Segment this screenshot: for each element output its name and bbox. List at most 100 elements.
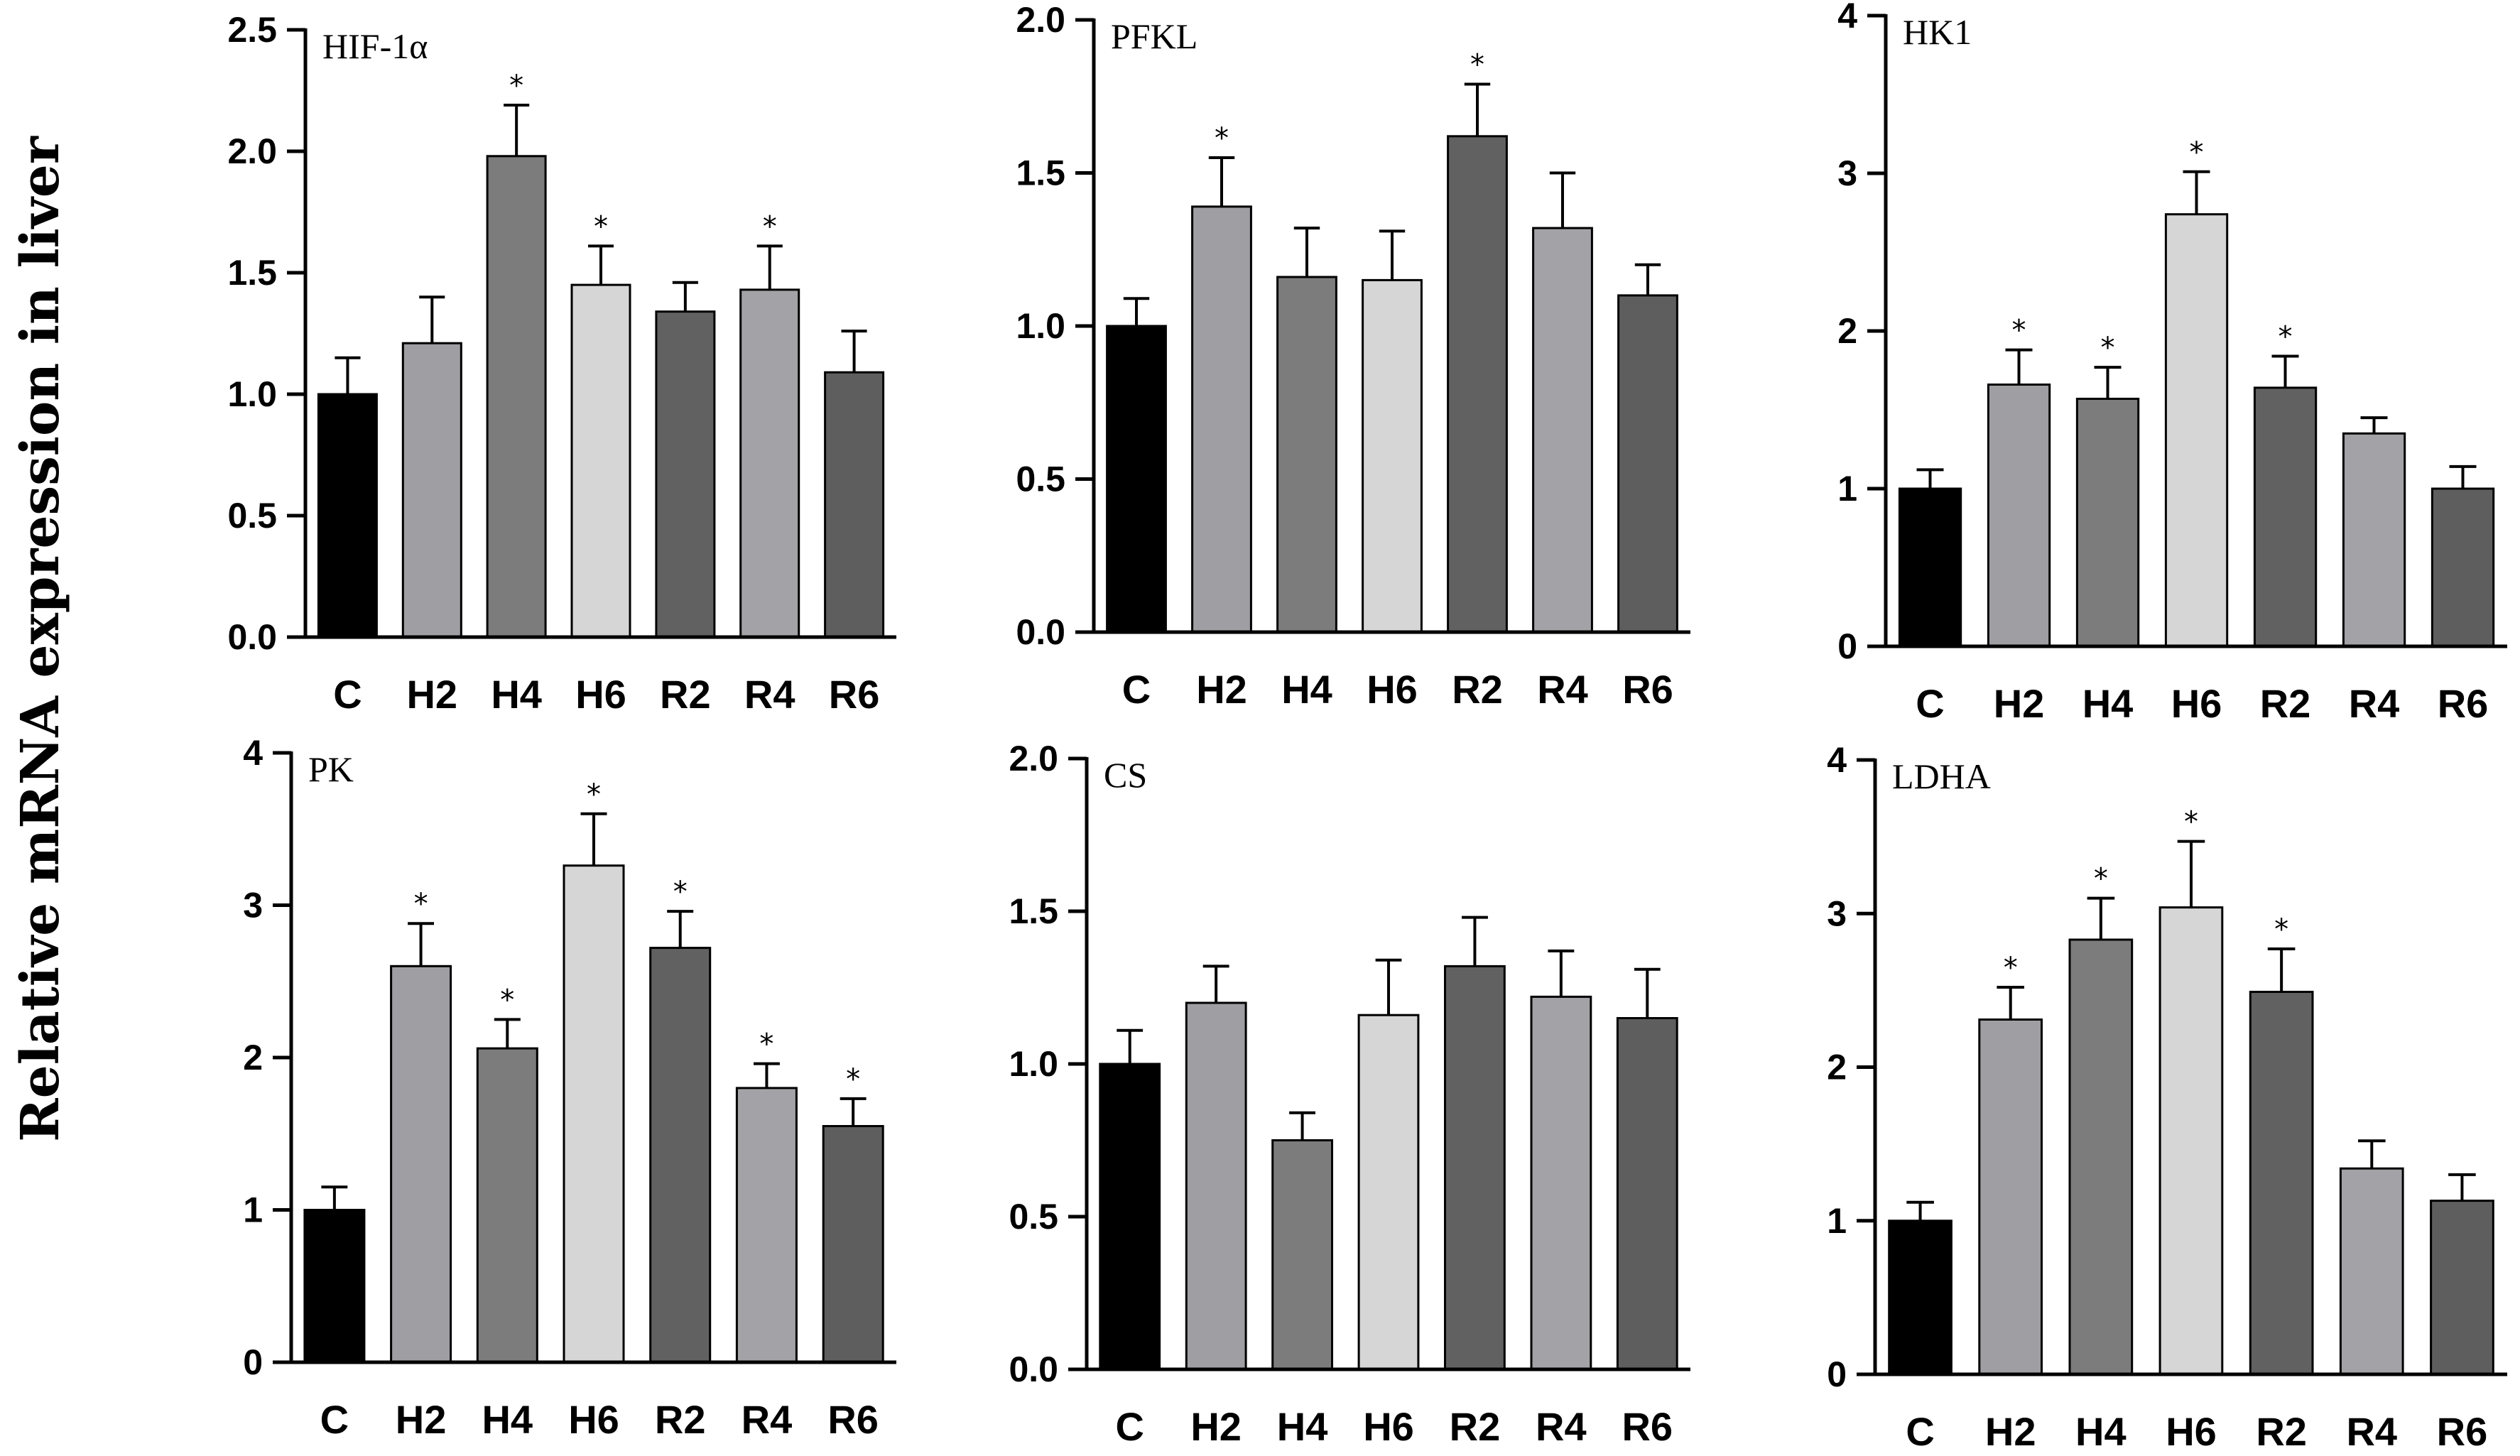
- y-tick-label: 1.5: [1016, 153, 1065, 193]
- x-tick-label: H2: [1190, 1404, 1242, 1449]
- panel-title: LDHA: [1892, 756, 1991, 796]
- x-tick-label: R6: [2438, 681, 2489, 726]
- x-tick-label: H2: [406, 672, 457, 717]
- bar: [476, 1047, 538, 1364]
- x-tick-label: R4: [1536, 1404, 1587, 1449]
- y-tick-label: 0.0: [1009, 1349, 1058, 1389]
- y-tick-label: 2.0: [1016, 0, 1065, 40]
- x-tick-label: R6: [827, 1397, 879, 1442]
- bar: [570, 283, 631, 639]
- significance-star: *: [509, 70, 523, 102]
- y-tick-label: 2.5: [227, 10, 277, 50]
- y-tick-label: 1: [243, 1190, 263, 1230]
- chart-panel: C H2 H4 H6 R2 R4 R6 0.0 0.5 1.0 1.5 2.0 CS: [1009, 739, 1690, 1449]
- bar: [486, 155, 547, 639]
- y-tick-label: 1.0: [227, 374, 277, 414]
- y-tick-label: 3: [1827, 893, 1847, 933]
- significance-star: *: [759, 1028, 773, 1061]
- bar: [1530, 995, 1592, 1371]
- bar: [2253, 386, 2318, 648]
- y-tick-label: 1: [1827, 1201, 1847, 1241]
- x-tick-label: C: [1906, 1409, 1934, 1454]
- bar: [563, 864, 625, 1364]
- y-tick-label: 4: [243, 733, 263, 773]
- x-tick-label: H2: [396, 1397, 447, 1442]
- bar: [401, 342, 462, 639]
- bar: [1276, 276, 1337, 634]
- significance-star: *: [2190, 136, 2204, 169]
- bar: [655, 310, 716, 639]
- x-tick-label: R2: [2260, 681, 2311, 726]
- bar: [1271, 1139, 1333, 1371]
- significance-star: *: [846, 1063, 860, 1096]
- bar: [2249, 991, 2314, 1376]
- bar: [1987, 384, 2051, 648]
- panel-title: PK: [308, 749, 354, 789]
- bar: [1978, 1018, 2043, 1376]
- x-tick-label: H6: [1367, 667, 1418, 712]
- x-tick-label: C: [333, 672, 362, 717]
- bar: [735, 1087, 798, 1364]
- y-tick-label: 1.5: [1009, 891, 1058, 931]
- y-tick-label: 1.5: [227, 253, 277, 293]
- y-tick-label: 0: [1837, 626, 1857, 666]
- bar: [822, 1125, 884, 1364]
- y-tick-label: 2: [1837, 311, 1857, 351]
- bar: [2339, 1167, 2404, 1376]
- y-tick-label: 2.0: [227, 131, 277, 171]
- y-tick-label: 1.0: [1016, 306, 1065, 346]
- y-tick-label: 0: [1827, 1354, 1847, 1394]
- x-tick-label: H2: [1994, 681, 2045, 726]
- x-tick-label: C: [1115, 1404, 1144, 1449]
- bar: [1191, 205, 1252, 634]
- bar: [1616, 1017, 1678, 1371]
- significance-star: *: [1470, 49, 1484, 82]
- significance-star: *: [2184, 806, 2198, 839]
- bar: [2430, 1200, 2494, 1376]
- x-tick-label: H2: [1985, 1409, 2036, 1454]
- chart-panel: C * H2 * H4 * H6 * R2 * R4 * R6 0 1 2 3 4 PK: [243, 733, 896, 1442]
- chart-panels: C H2 * H4 * H6 R2 * R4 R6 0.0 0.5 1.0 1.5 2.0 2.5 HIF-1α…: [227, 0, 2507, 1454]
- bar: [390, 965, 452, 1364]
- bar: [303, 1209, 366, 1364]
- bar: [1185, 1001, 1247, 1371]
- x-tick-label: H6: [1363, 1404, 1414, 1449]
- x-tick-label: R4: [744, 672, 795, 717]
- x-tick-label: R6: [829, 672, 880, 717]
- bar: [1898, 487, 1962, 648]
- y-axis-label: Relative mRNA expression in liver: [10, 136, 71, 1142]
- significance-star: *: [2279, 321, 2293, 354]
- x-tick-label: R4: [742, 1397, 793, 1442]
- chart-panel: C * H2 H4 H6 * R2 R4 R6 0.0 0.5 1.0 1.5 2.0 PFKL: [1016, 0, 1690, 712]
- y-tick-label: 0.0: [1016, 612, 1065, 652]
- x-tick-label: R2: [660, 672, 711, 717]
- x-tick-label: H4: [491, 672, 542, 717]
- bar: [2164, 213, 2229, 648]
- panel-title: PFKL: [1111, 16, 1197, 56]
- significance-star: *: [414, 888, 428, 920]
- x-tick-label: C: [320, 1397, 349, 1442]
- x-tick-label: R2: [1452, 667, 1503, 712]
- x-tick-label: H6: [568, 1397, 619, 1442]
- x-tick-label: H4: [482, 1397, 533, 1442]
- bar: [824, 371, 885, 639]
- x-tick-label: R2: [655, 1397, 706, 1442]
- x-tick-label: C: [1916, 681, 1944, 726]
- x-tick-label: R6: [1622, 667, 1673, 712]
- x-tick-label: H4: [1281, 667, 1332, 712]
- significance-star: *: [673, 876, 688, 908]
- bar: [2075, 398, 2140, 648]
- bar: [739, 288, 800, 639]
- x-tick-label: R6: [2437, 1409, 2488, 1454]
- significance-star: *: [1215, 122, 1229, 155]
- bar: [1444, 965, 1506, 1371]
- x-tick-label: H4: [1277, 1404, 1328, 1449]
- y-tick-label: 3: [1837, 153, 1857, 193]
- x-tick-label: R2: [2256, 1409, 2307, 1454]
- x-tick-label: C: [1122, 667, 1151, 712]
- significance-star: *: [2094, 863, 2108, 896]
- y-tick-label: 3: [243, 886, 263, 925]
- significance-star: *: [587, 778, 601, 811]
- bar: [1617, 294, 1678, 634]
- x-tick-label: R4: [1537, 667, 1588, 712]
